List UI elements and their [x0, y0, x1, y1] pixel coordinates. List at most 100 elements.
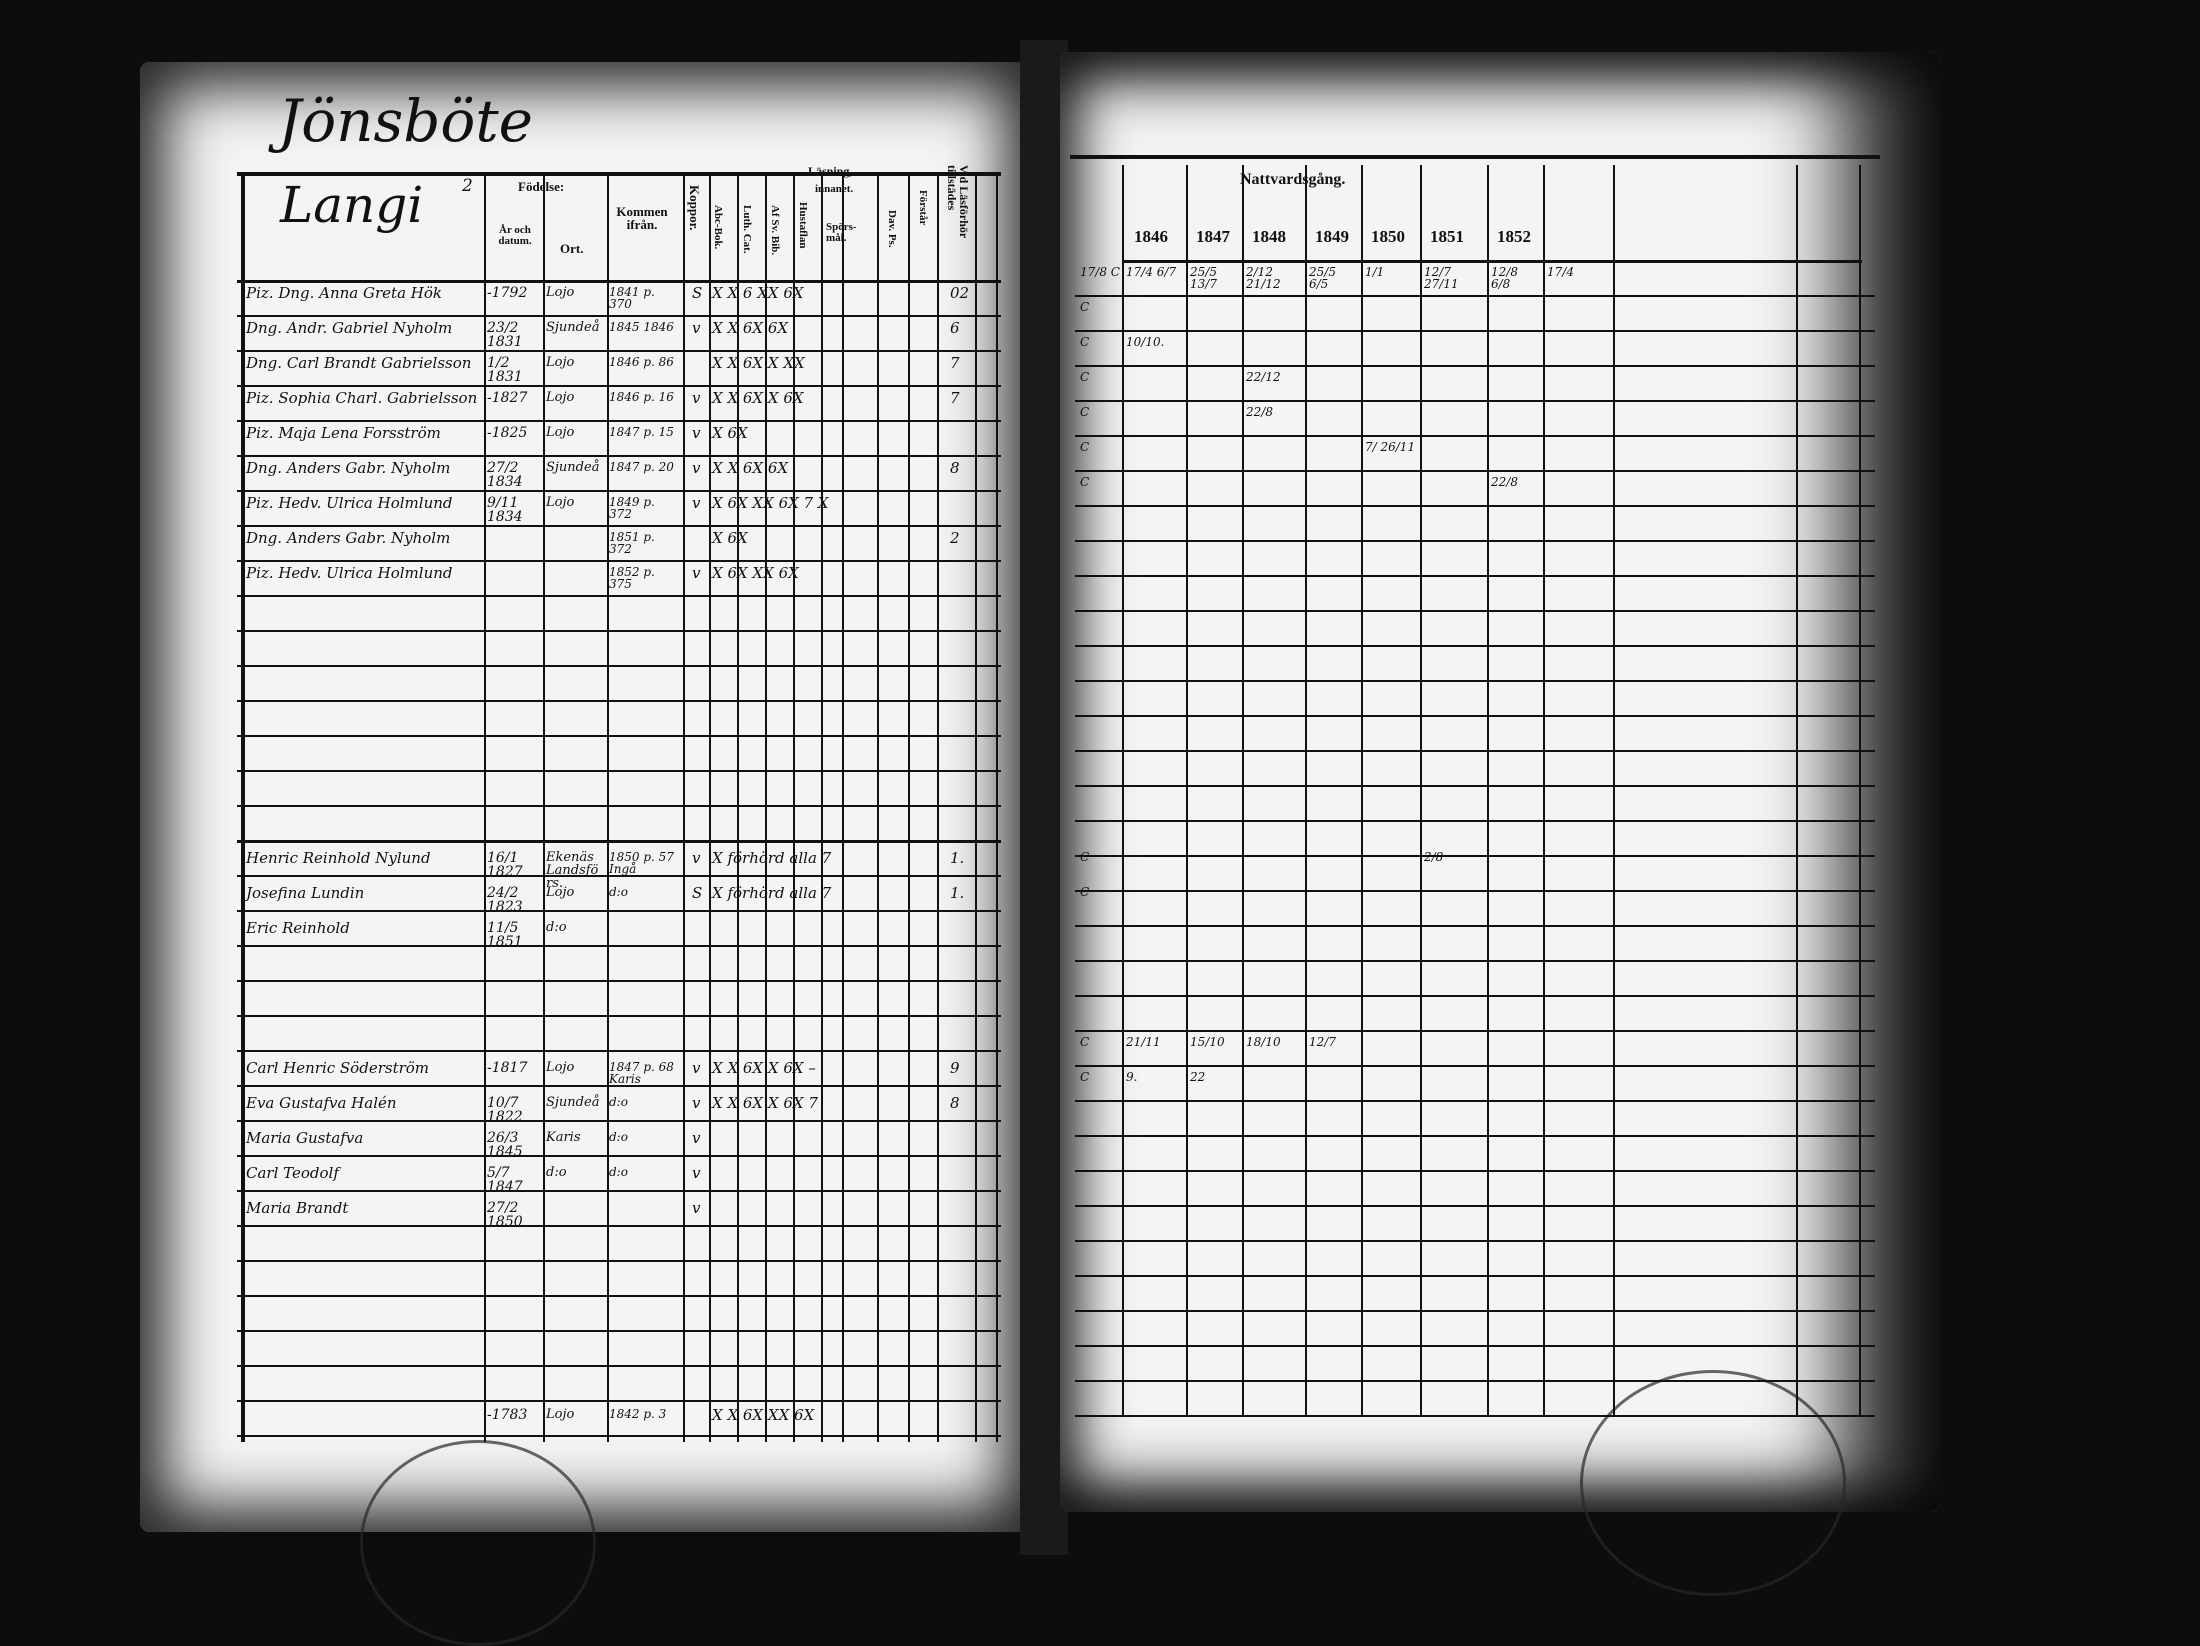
smallpox-mark: v — [692, 1059, 701, 1077]
communion-date: C — [1080, 405, 1090, 419]
header-reading: Läsning, — [808, 164, 853, 178]
communion-date: 22/12 — [1246, 370, 1281, 384]
row-line — [1075, 1030, 1875, 1032]
communion-date: 1/1 — [1365, 265, 1385, 279]
birth-date: 10/7 1822 — [487, 1095, 523, 1125]
header-questions: Spörs-mål. — [826, 221, 857, 244]
communion-date: C — [1080, 1070, 1090, 1084]
row-line — [237, 595, 1001, 597]
row-line — [237, 1295, 1001, 1297]
reading-marks: X X 6X X 6X — [712, 389, 804, 407]
moved-from: 1850 p. 57 Ingå — [609, 850, 674, 876]
column-line — [1796, 165, 1798, 1415]
attendance-note: 02 — [950, 284, 970, 302]
column-line — [1613, 165, 1615, 1415]
row-line — [237, 1015, 1001, 1017]
moved-from: 1846 p. 86 — [609, 355, 674, 369]
row-line — [237, 1155, 1001, 1157]
reading-marks: X 6X — [712, 529, 748, 547]
reading-marks: X 6X XX 6X — [712, 564, 799, 582]
column-line — [683, 172, 685, 1442]
row-line — [1075, 1065, 1875, 1067]
seal-stamp-right — [1580, 1370, 1846, 1596]
row-line — [237, 490, 1001, 492]
column-line — [1487, 165, 1489, 1415]
column-line — [996, 172, 998, 1442]
header-understands: Förstår — [917, 190, 929, 226]
row-line — [1075, 995, 1875, 997]
communion-date: 21/11 — [1126, 1035, 1161, 1049]
column-line — [908, 172, 910, 1442]
attendance-note: 9 — [950, 1059, 960, 1077]
row-line — [1075, 1135, 1875, 1137]
column-line — [1122, 165, 1124, 1415]
communion-date: 17/8 C — [1080, 265, 1120, 279]
smallpox-mark: v — [692, 849, 701, 867]
communion-date: 25/5 6/5 — [1309, 265, 1336, 291]
communion-date: 22 — [1190, 1070, 1206, 1084]
smallpox-mark: v — [692, 564, 701, 582]
row-line — [237, 630, 1001, 632]
birth-date: -1792 — [487, 285, 528, 301]
row-line — [1075, 785, 1875, 787]
attendance-note: 8 — [950, 459, 960, 477]
row-line — [237, 770, 1001, 772]
moved-from: d:o — [609, 1130, 628, 1144]
birth-place: Lojo — [546, 1407, 575, 1422]
year-header: 1851 — [1430, 227, 1464, 246]
header-place: Ort. — [560, 241, 584, 256]
row-line — [237, 315, 1001, 317]
header-year-date: År och datum. — [498, 224, 532, 247]
row-line — [237, 1330, 1001, 1332]
communion-date: 15/10 — [1190, 1035, 1225, 1049]
attendance-note: 1. — [950, 884, 965, 902]
row-line — [237, 840, 1001, 843]
column-line — [765, 172, 767, 1442]
moved-from: 1845 1846 — [609, 320, 674, 334]
person-name: Piz. Hedv. Ulrica Holmlund — [246, 564, 453, 582]
birth-place: Sjundeå — [546, 1095, 600, 1110]
communion-date: C — [1080, 370, 1090, 384]
reading-marks: X förhörd alla 7 — [712, 849, 832, 867]
row-line — [1075, 855, 1875, 857]
reading-marks: X X 6X X 6X – — [712, 1059, 816, 1077]
header-bottom-line — [237, 280, 1001, 283]
smallpox-mark: S — [692, 284, 703, 302]
column-line — [975, 172, 977, 1442]
reading-marks: X 6X XX 6X 7 X — [712, 494, 829, 512]
column-line — [607, 172, 609, 1442]
row-line — [237, 1260, 1001, 1262]
year-header: 1847 — [1196, 227, 1230, 246]
row-line — [237, 1190, 1001, 1192]
person-name: Carl Teodolf — [246, 1164, 339, 1182]
row-line — [237, 945, 1001, 947]
person-name: Eva Gustafva Halén — [246, 1094, 397, 1112]
header-psalms: Dav. Ps. — [886, 210, 898, 248]
attendance-note: 2 — [950, 529, 960, 547]
row-line — [237, 560, 1001, 562]
birth-place: Lojo — [546, 1060, 575, 1075]
column-line — [842, 172, 844, 1442]
row-line — [1075, 330, 1875, 332]
reading-marks: X X 6X 6X — [712, 319, 789, 337]
communion-date: 12/8 6/8 — [1491, 265, 1518, 291]
row-line — [1075, 1170, 1875, 1172]
column-line — [937, 172, 939, 1442]
communion-date: 9. — [1126, 1070, 1138, 1084]
column-line — [1305, 165, 1307, 1415]
seal-stamp-left — [360, 1440, 596, 1646]
birth-date: 27/2 1834 — [487, 460, 523, 490]
moved-from: d:o — [609, 885, 628, 899]
attendance-note: 8 — [950, 1094, 960, 1112]
communion-date: C — [1080, 300, 1090, 314]
header-bible: Af Sv. Bib. — [769, 205, 781, 256]
birth-place: Lojo — [546, 425, 575, 440]
row-line — [237, 385, 1001, 387]
birth-date: -1783 — [487, 1407, 528, 1423]
row-line — [1075, 960, 1875, 962]
row-line — [1075, 820, 1875, 822]
birth-date: 9/11 1834 — [487, 495, 523, 525]
reading-marks: X X 6X X XX — [712, 354, 805, 372]
communion-date: C — [1080, 850, 1090, 864]
moved-from: 1846 p. 16 — [609, 390, 674, 404]
